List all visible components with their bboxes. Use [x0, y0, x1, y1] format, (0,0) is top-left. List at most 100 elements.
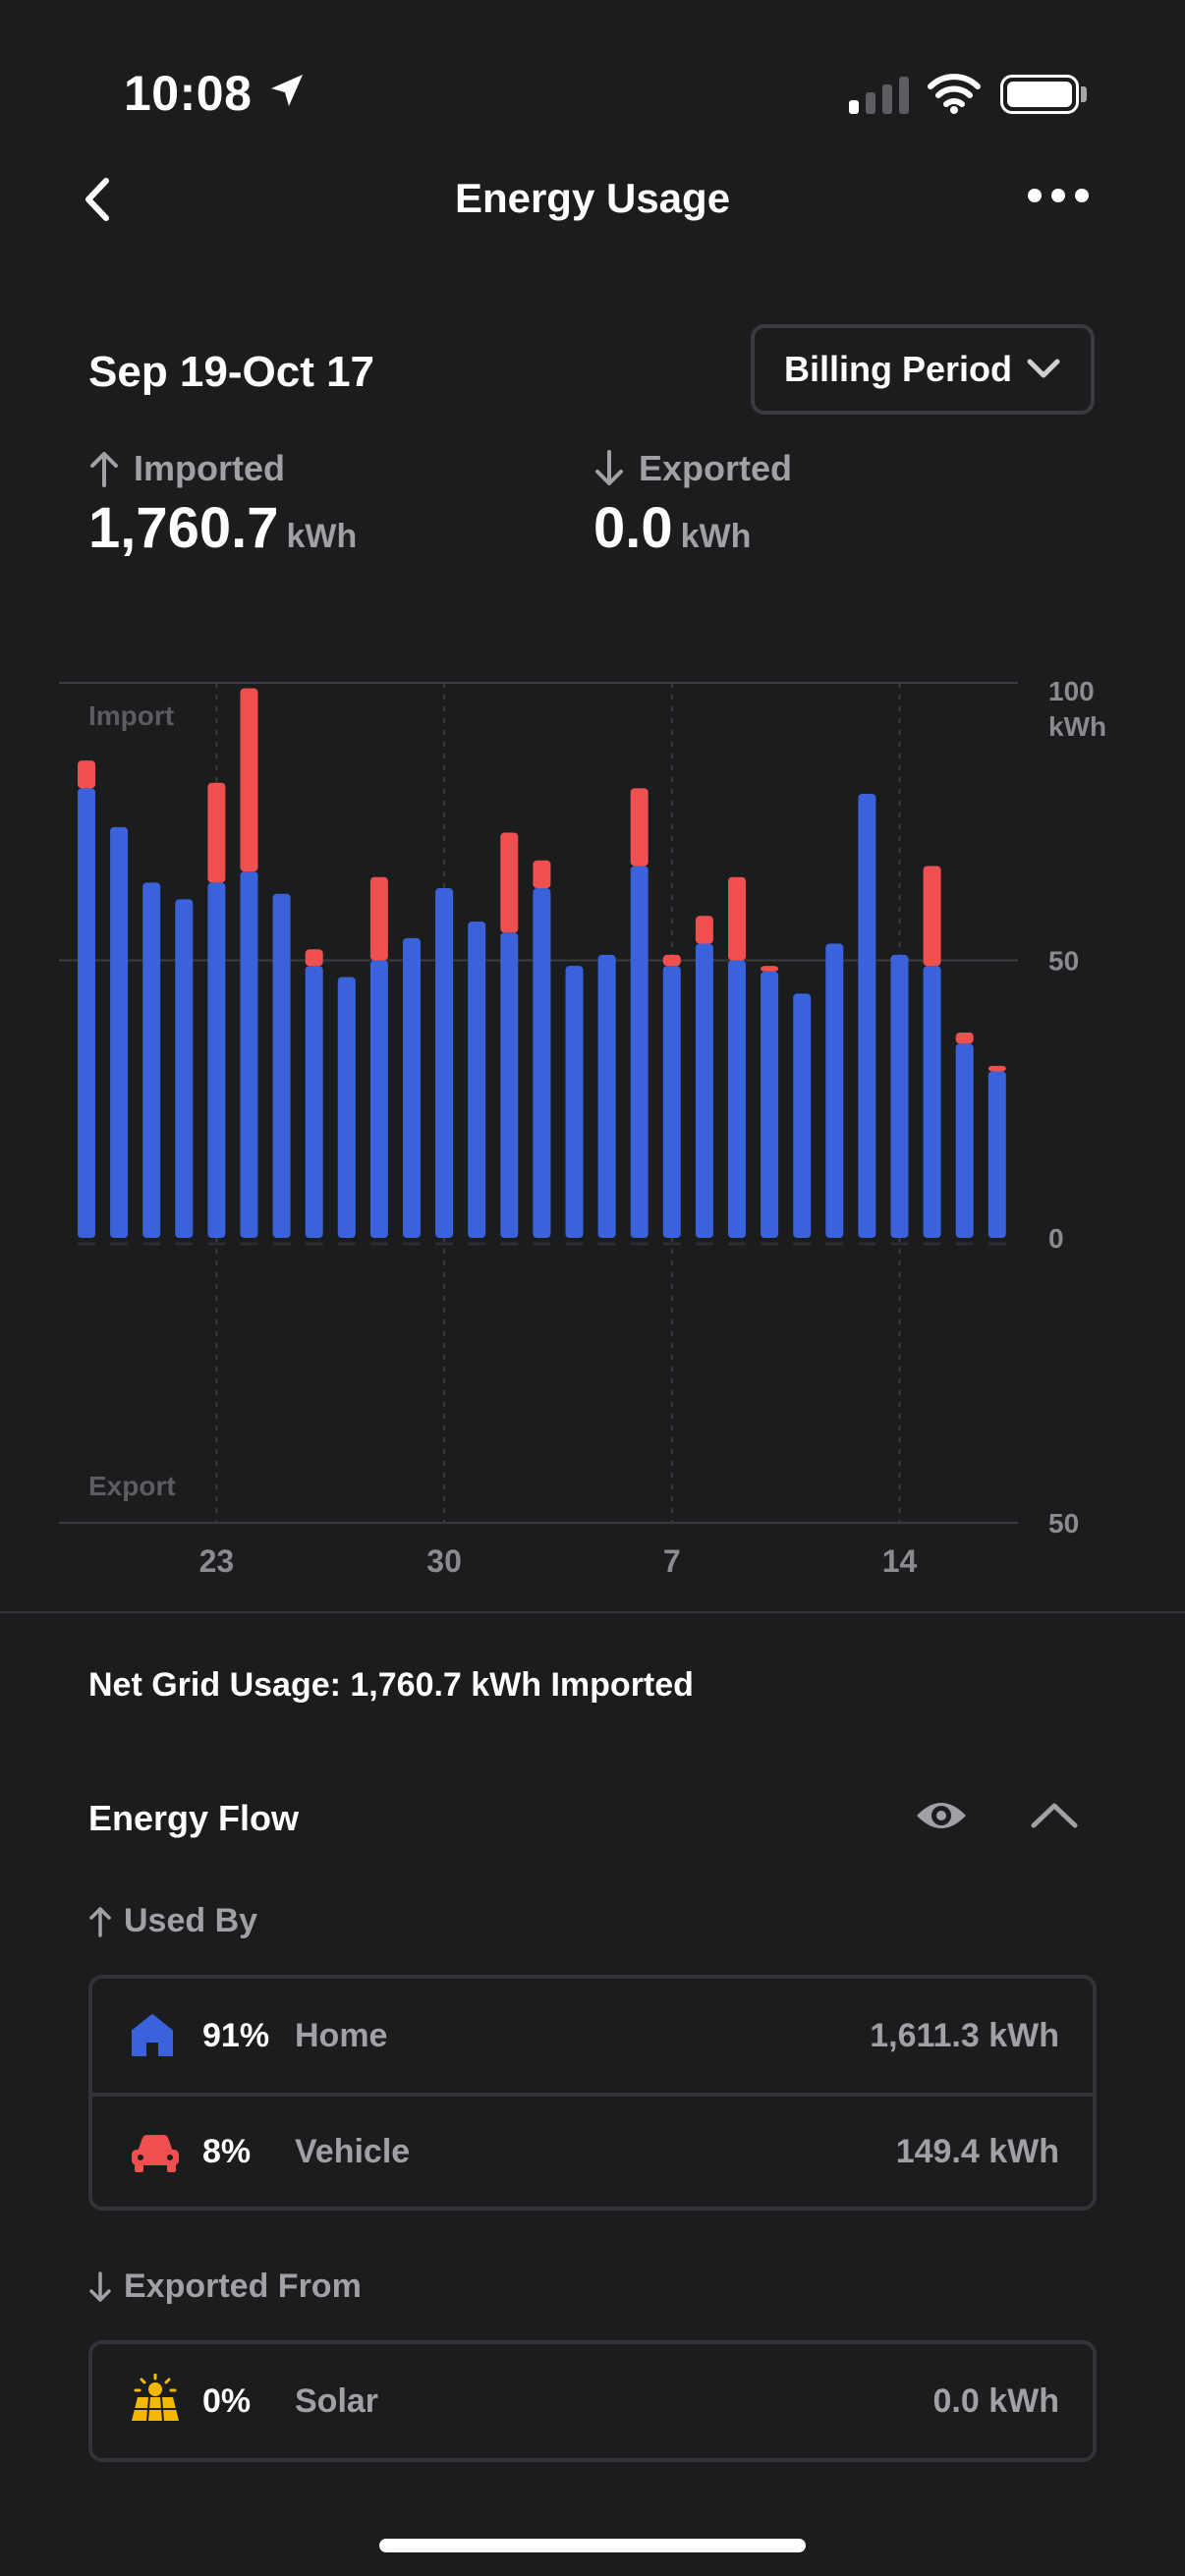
back-chevron-icon[interactable] [83, 175, 112, 224]
bar-home [305, 966, 323, 1238]
exported-from-label: Exported From [124, 2268, 362, 2305]
arrow-down-icon [595, 450, 623, 485]
bar-home [858, 794, 876, 1238]
x-tick-label: 23 [199, 1543, 235, 1579]
battery-tip [1081, 86, 1087, 102]
chevron-down-icon [1027, 359, 1060, 378]
x-tick-label: 14 [882, 1543, 918, 1579]
exported-value: 0.0 [593, 496, 673, 560]
bar-vehicle [988, 1065, 1006, 1072]
bar-vehicle [695, 916, 713, 944]
bar-vehicle [533, 860, 551, 889]
battery-icon [1000, 75, 1079, 114]
arrow-up-icon [89, 1906, 111, 1937]
bar-home [793, 993, 812, 1238]
exported-from-card: 0% Solar 0.0 kWh [88, 2340, 1097, 2462]
bar-home [337, 977, 356, 1238]
bar-home [240, 871, 258, 1238]
vehicle-name: Vehicle [295, 2132, 411, 2170]
more-options-icon[interactable] [1028, 189, 1089, 202]
bar-home [207, 882, 226, 1238]
period-dropdown[interactable]: Billing Period [751, 324, 1095, 415]
bar-home [825, 943, 844, 1238]
bar-vehicle [761, 966, 779, 972]
x-tick-label: 7 [663, 1543, 681, 1579]
used-by-section: Used By [88, 1902, 257, 1940]
net-grid-usage: Net Grid Usage: 1,760.7 kWh Imported [88, 1666, 694, 1704]
vehicle-percent: 8% [202, 2132, 252, 2170]
bar-home [630, 866, 649, 1238]
bar-home [728, 960, 746, 1238]
x-tick-label: 30 [426, 1543, 462, 1579]
vehicle-value: 149.4 kWh [895, 2132, 1059, 2170]
bar-home [533, 888, 551, 1238]
energy-usage-chart[interactable]: 23 30 7 14 Import Export 100 kWh 50 0 50 [0, 648, 1185, 1592]
list-item-home[interactable]: 91% Home 1,611.3 kWh [92, 1979, 1093, 2093]
home-value: 1,611.3 kWh [870, 2016, 1059, 2054]
used-by-label: Used By [124, 1902, 258, 1939]
solar-name: Solar [295, 2381, 379, 2420]
y-tick-label: 50 [1048, 1508, 1079, 1539]
bar-home [175, 899, 194, 1238]
cellular-signal-icon [849, 77, 909, 114]
bar-home [565, 966, 584, 1238]
bar-vehicle [662, 954, 681, 967]
bar-home [923, 966, 941, 1238]
list-item-solar[interactable]: 0% Solar 0.0 kWh [92, 2344, 1093, 2458]
bar-home [110, 826, 129, 1238]
y-tick-label: 100 kWh [1048, 676, 1106, 742]
eye-icon[interactable] [914, 1796, 969, 1835]
bar-home [662, 966, 681, 1238]
bar-home [890, 954, 909, 1238]
chevron-up-icon[interactable] [1030, 1800, 1079, 1831]
arrow-down-icon [89, 2270, 111, 2302]
bar-vehicle [305, 949, 323, 967]
page-title: Energy Usage [454, 175, 731, 221]
imported-label: Imported [134, 448, 286, 488]
imported-total: Imported 1,760.7 kWh [88, 448, 357, 561]
bar-home [500, 932, 519, 1238]
home-icon [132, 2014, 173, 2056]
list-item-vehicle[interactable]: 8% Vehicle 149.4 kWh [92, 2093, 1093, 2207]
solar-icon [132, 2374, 179, 2422]
bar-vehicle [955, 1032, 974, 1044]
import-label: Import [88, 700, 174, 731]
bar-home [468, 921, 486, 1238]
home-percent: 91% [202, 2016, 270, 2054]
bar-home [597, 954, 616, 1238]
export-label: Export [88, 1471, 176, 1501]
exported-unit: kWh [680, 518, 752, 555]
y-tick-label: 50 [1048, 946, 1079, 977]
bar-vehicle [78, 760, 95, 789]
bar-vehicle [923, 866, 941, 967]
car-icon [132, 2135, 179, 2172]
energy-flow-title: Energy Flow [88, 1798, 300, 1838]
solar-value: 0.0 kWh [932, 2381, 1059, 2420]
bar-home [435, 888, 454, 1238]
bar-home [988, 1071, 1006, 1238]
imported-unit: kWh [286, 518, 358, 555]
location-arrow-icon [271, 75, 303, 106]
bar-vehicle [728, 876, 746, 961]
home-name: Home [295, 2016, 388, 2054]
bar-home [272, 893, 291, 1238]
home-indicator[interactable] [379, 2539, 806, 2552]
period-dropdown-label: Billing Period [784, 349, 1013, 389]
bar-vehicle [240, 688, 258, 872]
exported-label: Exported [639, 448, 793, 488]
bar-vehicle [630, 788, 649, 867]
exported-from-section: Exported From [88, 2268, 362, 2306]
bar-home [955, 1043, 974, 1238]
divider [0, 1611, 1185, 1613]
bar-home [403, 937, 421, 1238]
bar-vehicle [207, 782, 226, 883]
bar-home [761, 971, 779, 1238]
wifi-icon [928, 74, 981, 114]
bar-home [78, 788, 95, 1238]
period-label: Sep 19-Oct 17 [88, 348, 375, 396]
bar-home [369, 960, 388, 1238]
y-tick-label: 0 [1048, 1223, 1064, 1254]
status-time: 10:08 [124, 66, 253, 121]
bar-vehicle [500, 832, 519, 933]
bar-home [695, 943, 713, 1238]
